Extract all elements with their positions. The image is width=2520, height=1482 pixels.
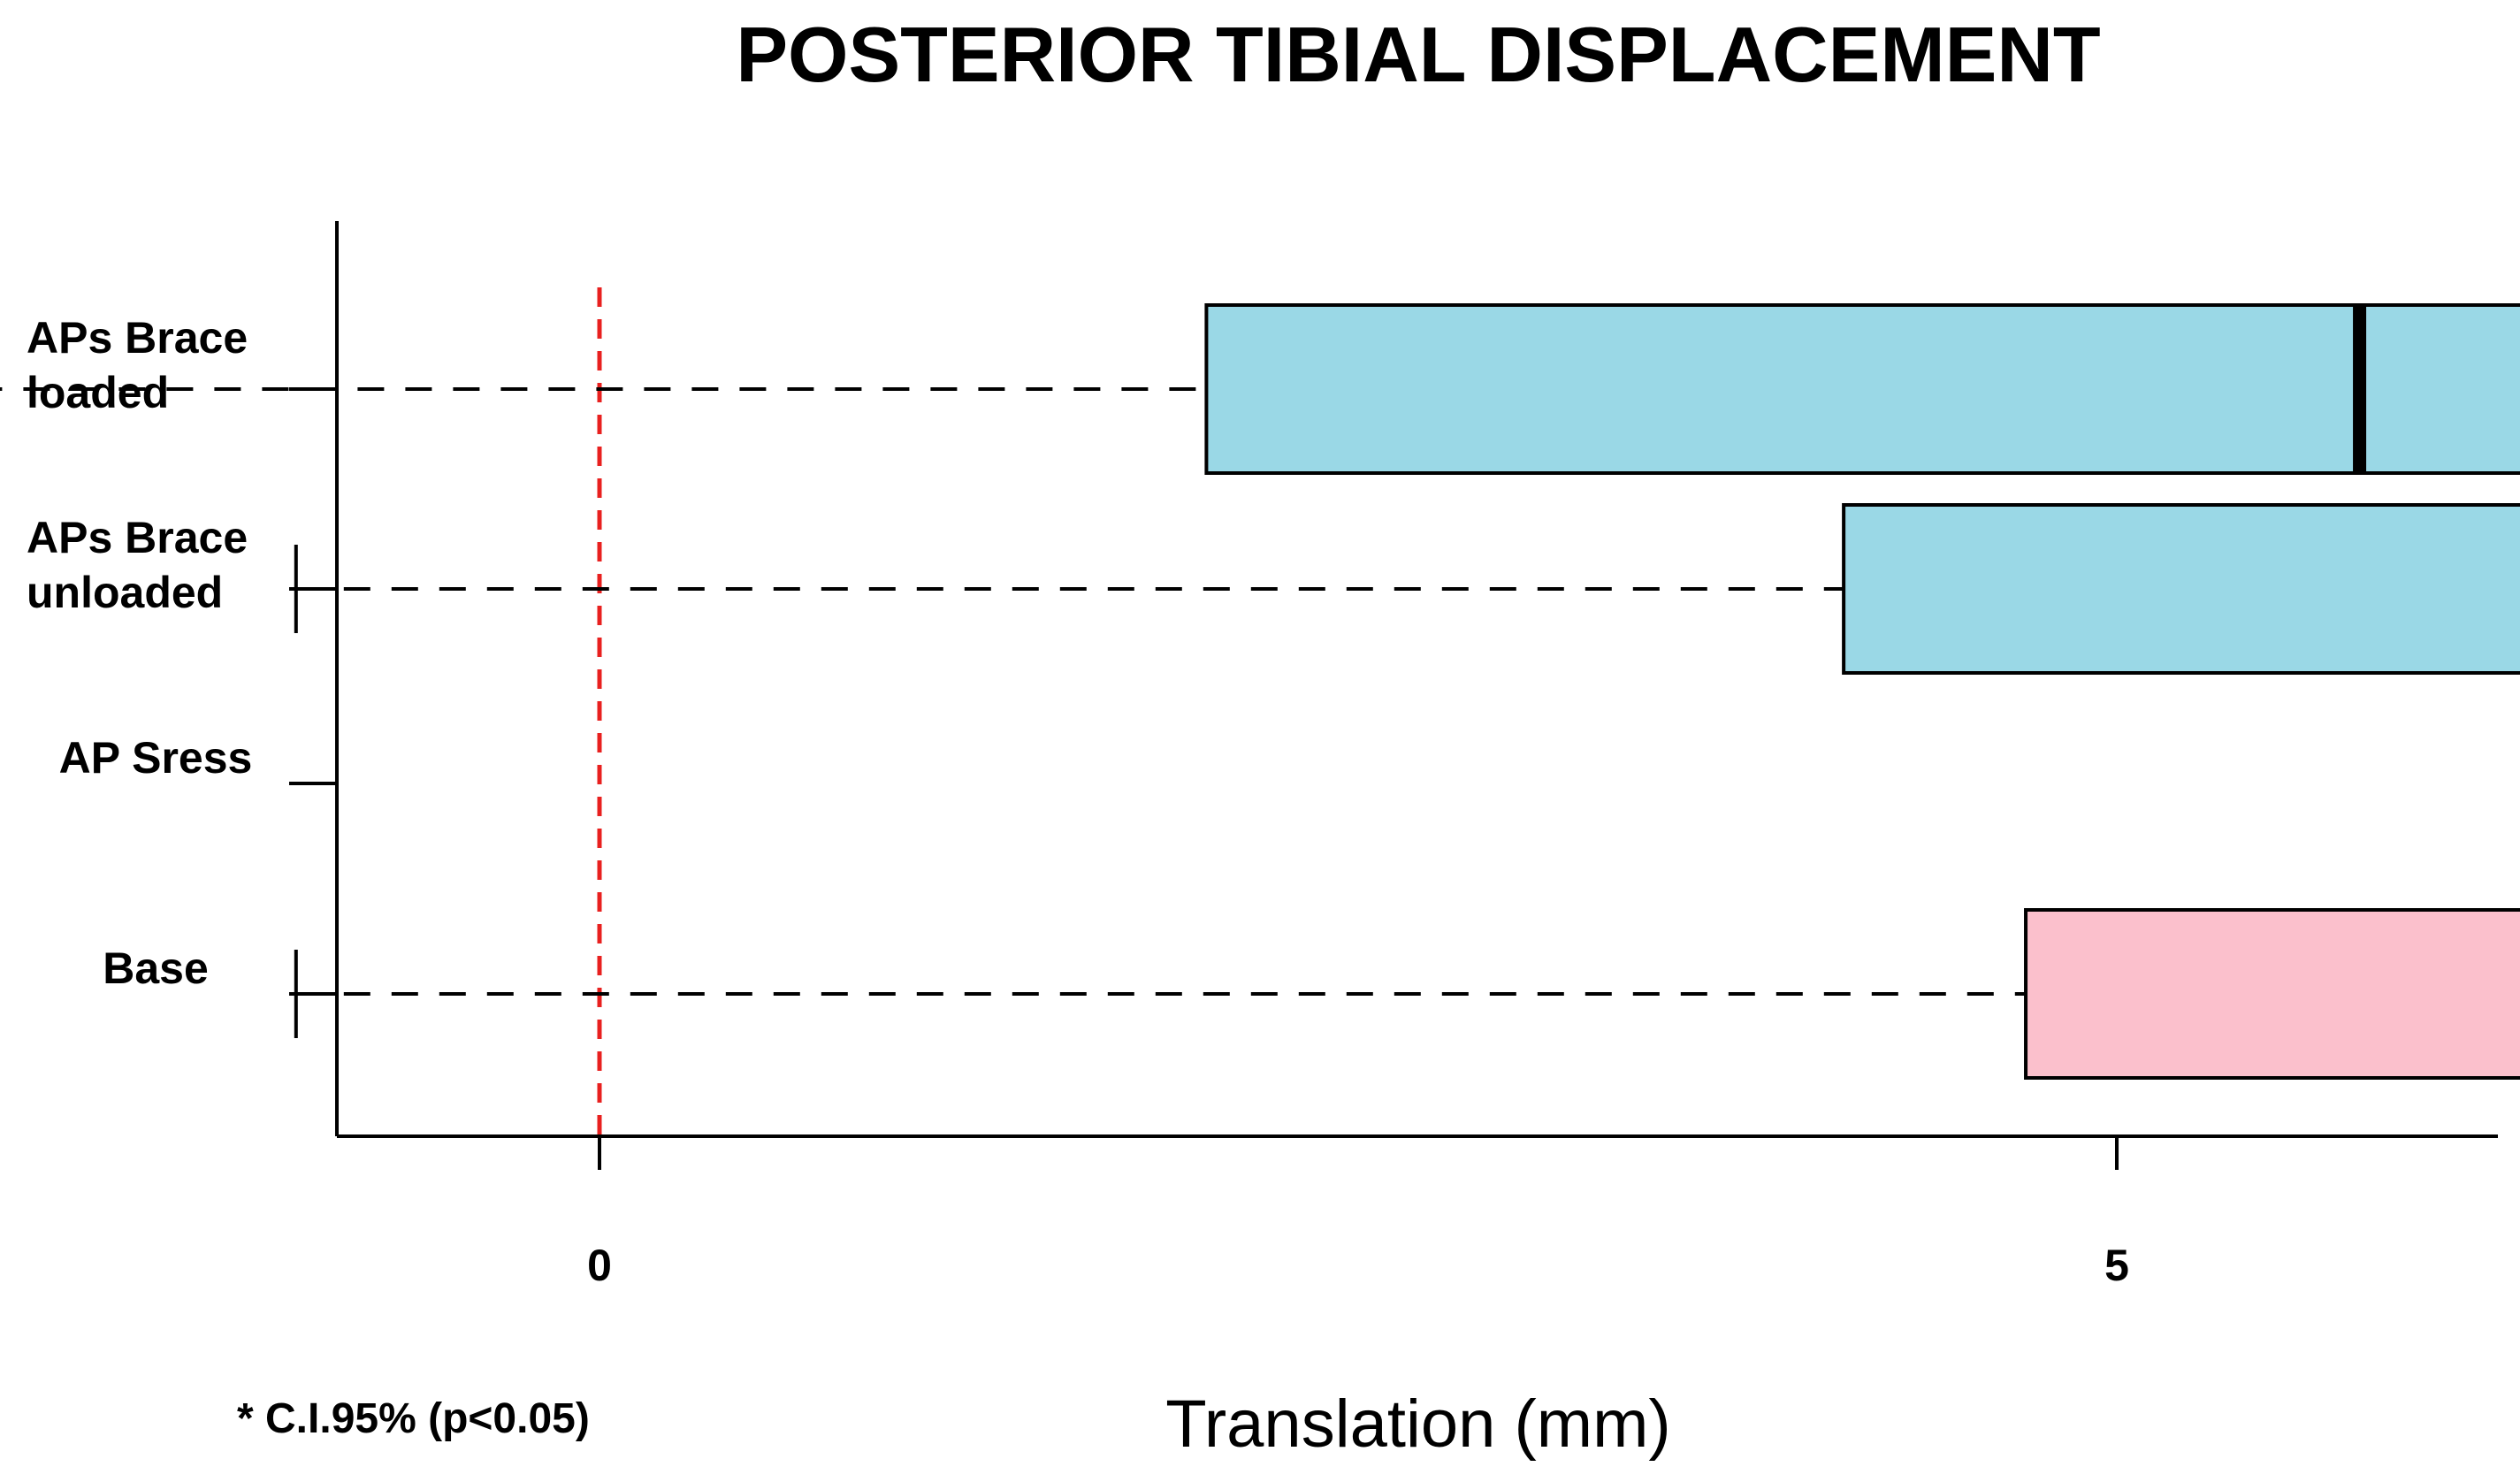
category-label: APs Brace [27,313,248,363]
category-label: Base [103,943,209,993]
x-axis-label: Translation (mm) [1165,1387,1670,1462]
chart-title: POSTERIOR TIBIAL DISPLACEMENT [736,11,2100,98]
box-iqr [2024,908,2520,1080]
x-tick-label: 0 [587,1241,612,1290]
box-iqr [1204,303,2520,475]
category-label: loaded [27,368,169,417]
category-label: AP Sress [59,733,253,783]
x-tick-label: 5 [2104,1241,2129,1290]
box-iqr [1842,503,2520,675]
category-label: unloaded [27,568,223,617]
category-label: APs Brace [27,513,248,562]
significance-footnote: * C.I.95% (p<0.05) [237,1395,590,1442]
